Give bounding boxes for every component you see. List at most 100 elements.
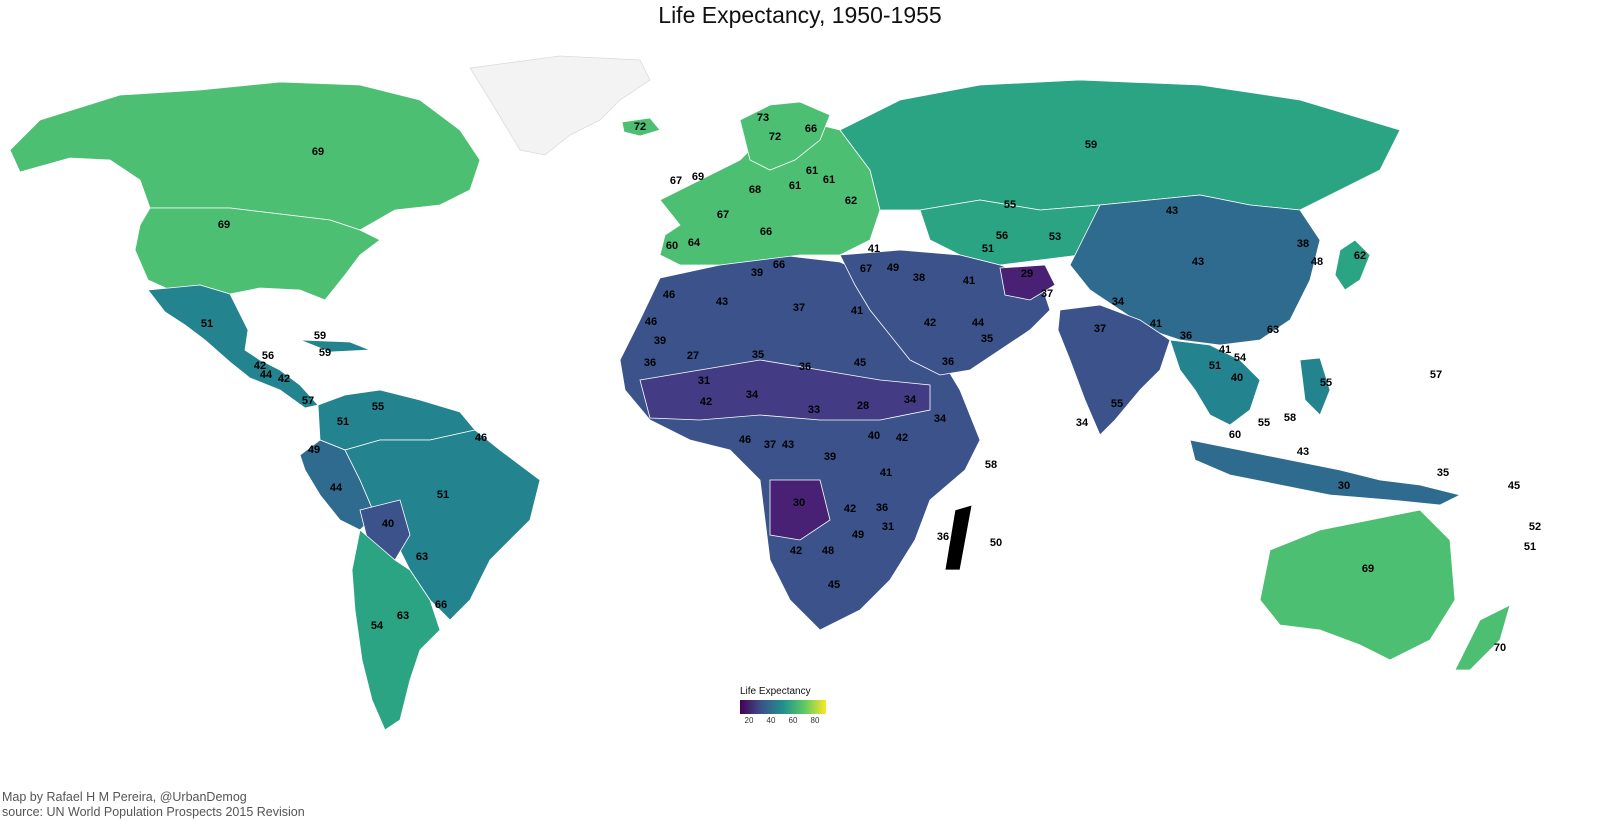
label-saudi: 42 [924, 317, 936, 329]
label-reunion: 58 [985, 459, 997, 471]
label-paraguay: 63 [416, 551, 428, 563]
label-oman: 35 [981, 333, 993, 345]
label-peru: 44 [330, 482, 343, 494]
caption: Map by Rafael H M Pereira, @UrbanDemog s… [2, 790, 305, 820]
label-srilanka: 55 [1111, 398, 1123, 410]
value-labels: 69 69 51 72 59 59 42 44 42 56 57 55 51 4… [201, 112, 1541, 654]
label-senegal: 36 [644, 357, 656, 369]
label-morocco: 46 [663, 289, 675, 301]
label-bolivia: 40 [382, 518, 394, 530]
label-usa: 69 [218, 219, 230, 231]
label-somalia: 34 [934, 413, 947, 425]
label-yemen: 36 [942, 356, 954, 368]
label-chad: 36 [799, 361, 811, 373]
indonesia [1189, 439, 1462, 506]
map-title: Life Expectancy, 1950-1955 [658, 2, 942, 28]
label-ghana: 42 [700, 396, 712, 408]
label-taiwan: 58 [1284, 412, 1296, 424]
usa [134, 207, 381, 301]
label-australia: 69 [1362, 563, 1374, 575]
iceland [621, 117, 661, 137]
label-ethiopia: 34 [904, 394, 917, 406]
china [1069, 194, 1321, 346]
label-newcaledonia: 51 [1524, 541, 1536, 553]
label-guam: 30 [1338, 480, 1350, 492]
label-indonesia: 43 [1297, 446, 1309, 458]
angola [769, 479, 831, 541]
legend-tick: 60 [788, 716, 798, 725]
label-zambia: 42 [844, 503, 856, 515]
southeast-asia [1169, 339, 1261, 426]
label-poland: 61 [789, 180, 801, 192]
label-nicaragua: 42 [278, 373, 290, 385]
label-kyrgyz: 53 [1049, 231, 1061, 243]
label-china: 43 [1192, 256, 1204, 268]
label-fiji: 45 [1508, 480, 1520, 492]
caption-credit: Map by Rafael H M Pereira, @UrbanDemog [2, 790, 247, 804]
label-uganda: 40 [868, 430, 880, 442]
label-uk: 69 [692, 171, 704, 183]
label-botswana: 48 [822, 545, 834, 557]
label-france: 67 [717, 209, 729, 221]
label-ireland: 67 [670, 175, 682, 187]
label-zimbabwe: 49 [852, 529, 864, 541]
india [1057, 304, 1171, 436]
label-finland: 66 [805, 123, 817, 135]
label-vietnam: 40 [1231, 372, 1243, 384]
label-southafrica: 45 [828, 579, 840, 591]
label-iraq: 38 [913, 272, 925, 284]
label-malaysia: 60 [1229, 429, 1241, 441]
label-venezuela: 55 [372, 401, 384, 413]
label-guinea: 39 [654, 335, 666, 347]
label-greece: 66 [773, 259, 785, 271]
label-costarica: 56 [262, 350, 274, 362]
label-uzbekistan: 56 [996, 230, 1008, 242]
label-hk: 63 [1267, 324, 1279, 336]
label-gabon: 43 [782, 439, 794, 451]
australia [1259, 509, 1456, 661]
legend-title: Life Expectancy [740, 686, 811, 697]
legend-color-bar [740, 700, 826, 714]
label-thailand: 51 [1209, 360, 1221, 372]
label-colombia: 51 [337, 416, 349, 428]
label-germany: 68 [749, 184, 761, 196]
label-equatorialguinea: 46 [739, 434, 751, 446]
label-niger: 35 [752, 349, 764, 361]
label-algeria: 43 [716, 296, 728, 308]
label-png: 35 [1437, 467, 1449, 479]
label-syria: 67 [860, 263, 872, 275]
philippines [1299, 357, 1331, 416]
label-iceland: 72 [634, 121, 646, 133]
label-guiana: 46 [475, 432, 487, 444]
label-burkina: 31 [698, 375, 710, 387]
sahel-region [639, 359, 931, 421]
label-ukraine: 62 [845, 195, 857, 207]
label-philippines: 55 [1320, 377, 1332, 389]
label-india: 37 [1094, 323, 1106, 335]
label-mauritania: 46 [645, 316, 657, 328]
middle-east [839, 249, 1051, 376]
label-northkorea: 38 [1297, 238, 1309, 250]
label-turkmenistan: 51 [982, 243, 994, 255]
world-map: 69 69 51 72 59 59 42 44 42 56 57 55 51 4… [9, 55, 1541, 731]
label-jordan: 49 [887, 262, 899, 274]
caption-source: source: UN World Population Prospects 20… [2, 805, 305, 819]
label-mozambique: 31 [882, 521, 894, 533]
legend-tick: 80 [810, 716, 820, 725]
label-iran: 41 [963, 275, 975, 287]
label-chile: 54 [371, 620, 384, 632]
label-westsahara: 39 [751, 267, 763, 279]
legend-tick: 20 [744, 716, 754, 725]
label-korea: 48 [1311, 256, 1323, 268]
label-nigeria: 34 [746, 389, 759, 401]
label-mexico: 51 [201, 318, 213, 330]
label-baltic: 61 [806, 165, 818, 177]
label-brazil: 51 [437, 489, 449, 501]
label-mauritius: 50 [990, 537, 1002, 549]
label-seychelles: 34 [1076, 417, 1089, 429]
label-italy: 66 [760, 226, 772, 238]
label-singapore: 55 [1258, 417, 1270, 429]
madagascar [944, 504, 973, 571]
label-jamaica: 59 [319, 347, 331, 359]
label-guatemala: 42 [254, 360, 266, 372]
